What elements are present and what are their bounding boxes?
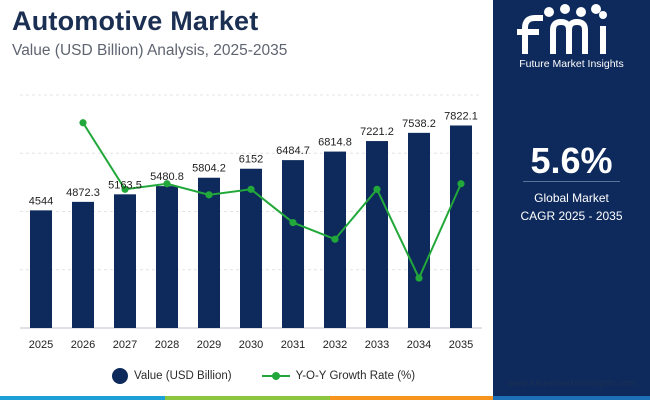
legend-bar-label: Value (USD Billion) xyxy=(134,370,232,382)
fmi-logo-icon xyxy=(517,4,607,54)
legend-line-swatch xyxy=(261,370,290,382)
x-tick-2034: 2034 xyxy=(407,339,431,351)
website-link[interactable]: www.futuremarketinsights.com xyxy=(507,378,636,389)
x-tick-2025: 2025 xyxy=(29,339,53,351)
footer-stripe-2 xyxy=(165,396,330,400)
legend-bar-swatch xyxy=(112,368,128,384)
x-tick-2032: 2032 xyxy=(323,339,347,351)
growth-point-2033 xyxy=(373,185,381,193)
bar-value-label-2029: 5804.2 xyxy=(192,163,226,175)
bar-value-label-2035: 7822.1 xyxy=(444,110,478,122)
bar-2028 xyxy=(156,186,178,328)
cagr-label-line2: CAGR 2025 - 2035 xyxy=(520,209,623,223)
growth-point-2035 xyxy=(457,180,465,188)
cagr-value: 5.6% xyxy=(530,140,613,181)
growth-point-2026 xyxy=(79,119,87,127)
x-tick-2031: 2031 xyxy=(281,339,305,351)
bar-2035 xyxy=(450,125,472,328)
x-tick-2026: 2026 xyxy=(71,339,95,351)
bar-2025 xyxy=(30,210,52,328)
bar-value-label-2027: 5163.5 xyxy=(108,179,142,191)
footer-stripe-3 xyxy=(330,396,493,400)
growth-point-2031 xyxy=(289,218,297,227)
bar-value-label-2033: 7221.2 xyxy=(360,126,394,138)
chart-area: 4544 4872.3 5163.5 5480.8 5804.2 6152 6484.7 68… xyxy=(20,94,482,351)
cagr-label: Global Market CAGR 2025 - 2035 xyxy=(493,189,650,225)
growth-point-2027 xyxy=(121,185,129,193)
bar-value-label-2026: 4872.3 xyxy=(66,187,100,199)
bar-2033 xyxy=(366,141,388,328)
bar-value-label-2031: 6484.7 xyxy=(276,145,310,157)
x-tick-2029: 2029 xyxy=(197,339,221,351)
growth-point-2032 xyxy=(331,235,339,243)
bar-value-label-2030: 6152 xyxy=(239,154,263,166)
chart-legend: Value (USD Billion) Y-O-Y Growth Rate (%… xyxy=(112,366,415,386)
growth-point-2029 xyxy=(205,191,213,199)
x-tick-2033: 2033 xyxy=(365,339,389,351)
chart-title: Automotive Market xyxy=(12,6,259,36)
bar-value-label-2034: 7538.2 xyxy=(402,118,436,130)
footer-stripe-4 xyxy=(493,396,650,400)
growth-point-2028 xyxy=(163,180,171,188)
legend-line-label: Y-O-Y Growth Rate (%) xyxy=(295,370,416,382)
bar-value-label-2028: 5480.8 xyxy=(150,171,184,183)
bar-value-label-2025: 4544 xyxy=(29,195,53,207)
x-tick-2028: 2028 xyxy=(155,339,179,351)
cagr-divider xyxy=(523,181,620,182)
x-tick-2030: 2030 xyxy=(239,339,263,351)
footer-stripe-1 xyxy=(0,396,165,400)
growth-point-2034 xyxy=(415,274,423,282)
chart-subtitle: Value (USD Billion) Analysis, 2025-2035 xyxy=(12,42,288,59)
cagr-label-line1: Global Market xyxy=(534,191,609,205)
sidebar-panel: Future Market Insights 5.6% Global Marke… xyxy=(493,0,650,400)
bar-value-label-2032: 6814.8 xyxy=(318,137,352,149)
growth-point-2030 xyxy=(247,185,255,193)
logo-text: Future Market Insights xyxy=(519,58,624,70)
growth-rate-line xyxy=(82,122,462,281)
x-tick-2035: 2035 xyxy=(449,339,473,351)
bar-2031 xyxy=(282,160,304,328)
bar-2027 xyxy=(114,194,136,328)
bar-2029 xyxy=(198,177,220,328)
bar-2026 xyxy=(72,201,94,328)
bar-2030 xyxy=(240,168,262,328)
bar-2034 xyxy=(408,132,430,328)
x-tick-2027: 2027 xyxy=(113,339,137,351)
